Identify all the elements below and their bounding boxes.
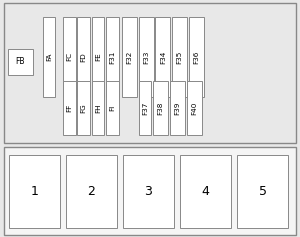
- Text: 4: 4: [202, 185, 209, 198]
- Text: FG: FG: [81, 103, 87, 113]
- Bar: [77, 81, 90, 135]
- Bar: [4, 147, 296, 235]
- Bar: [139, 81, 151, 135]
- Bar: [77, 17, 90, 97]
- Bar: [4, 3, 296, 143]
- Text: F34: F34: [160, 50, 166, 64]
- Text: F33: F33: [143, 50, 149, 64]
- Text: FB: FB: [16, 57, 25, 66]
- Text: F35: F35: [177, 50, 183, 64]
- Bar: [237, 155, 288, 228]
- Text: 5: 5: [259, 185, 266, 198]
- Bar: [189, 17, 204, 97]
- Bar: [66, 155, 117, 228]
- Bar: [123, 155, 174, 228]
- Bar: [180, 155, 231, 228]
- Text: 3: 3: [145, 185, 152, 198]
- Text: F39: F39: [174, 101, 180, 114]
- Text: FA: FA: [46, 53, 52, 61]
- Text: FE: FE: [95, 53, 101, 61]
- Text: FC: FC: [66, 52, 72, 61]
- Bar: [153, 81, 168, 135]
- Text: FD: FD: [81, 52, 87, 62]
- Bar: [155, 17, 170, 97]
- Bar: [170, 81, 185, 135]
- Text: F40: F40: [191, 101, 197, 114]
- Text: FH: FH: [95, 103, 101, 113]
- Bar: [9, 155, 60, 228]
- Text: F31: F31: [110, 50, 116, 64]
- Bar: [122, 17, 137, 97]
- Text: F32: F32: [126, 50, 132, 64]
- Text: F38: F38: [158, 101, 164, 114]
- Text: FF: FF: [66, 104, 72, 112]
- Bar: [63, 81, 76, 135]
- Bar: [92, 17, 104, 97]
- Text: 2: 2: [88, 185, 95, 198]
- Text: 1: 1: [31, 185, 38, 198]
- Bar: [8, 49, 33, 75]
- Text: F36: F36: [194, 50, 200, 64]
- Bar: [139, 17, 154, 97]
- Text: FI: FI: [110, 105, 116, 111]
- Text: F37: F37: [142, 101, 148, 114]
- Bar: [106, 17, 119, 97]
- Bar: [106, 81, 119, 135]
- Bar: [187, 81, 202, 135]
- Bar: [43, 17, 55, 97]
- Bar: [92, 81, 104, 135]
- Bar: [63, 17, 76, 97]
- Bar: [172, 17, 187, 97]
